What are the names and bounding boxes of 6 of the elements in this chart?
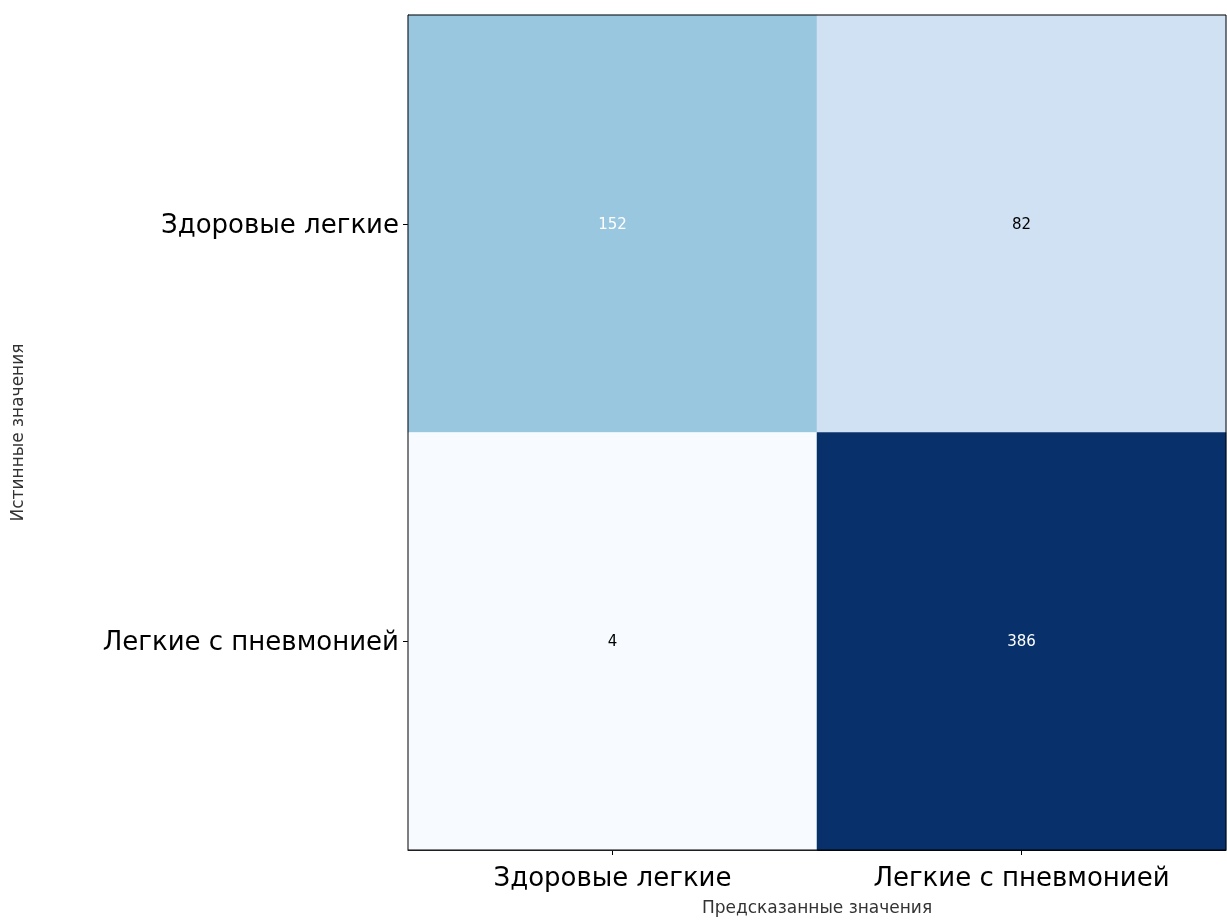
data-label: 386 bbox=[1007, 632, 1036, 651]
data-label: 4 bbox=[607, 632, 618, 651]
y-axis-title: Истинные значения bbox=[6, 343, 27, 522]
data-label: 152 bbox=[598, 214, 627, 233]
x-axis-title: Предсказанные значения bbox=[701, 896, 933, 917]
data-label: 82 bbox=[1011, 214, 1032, 233]
